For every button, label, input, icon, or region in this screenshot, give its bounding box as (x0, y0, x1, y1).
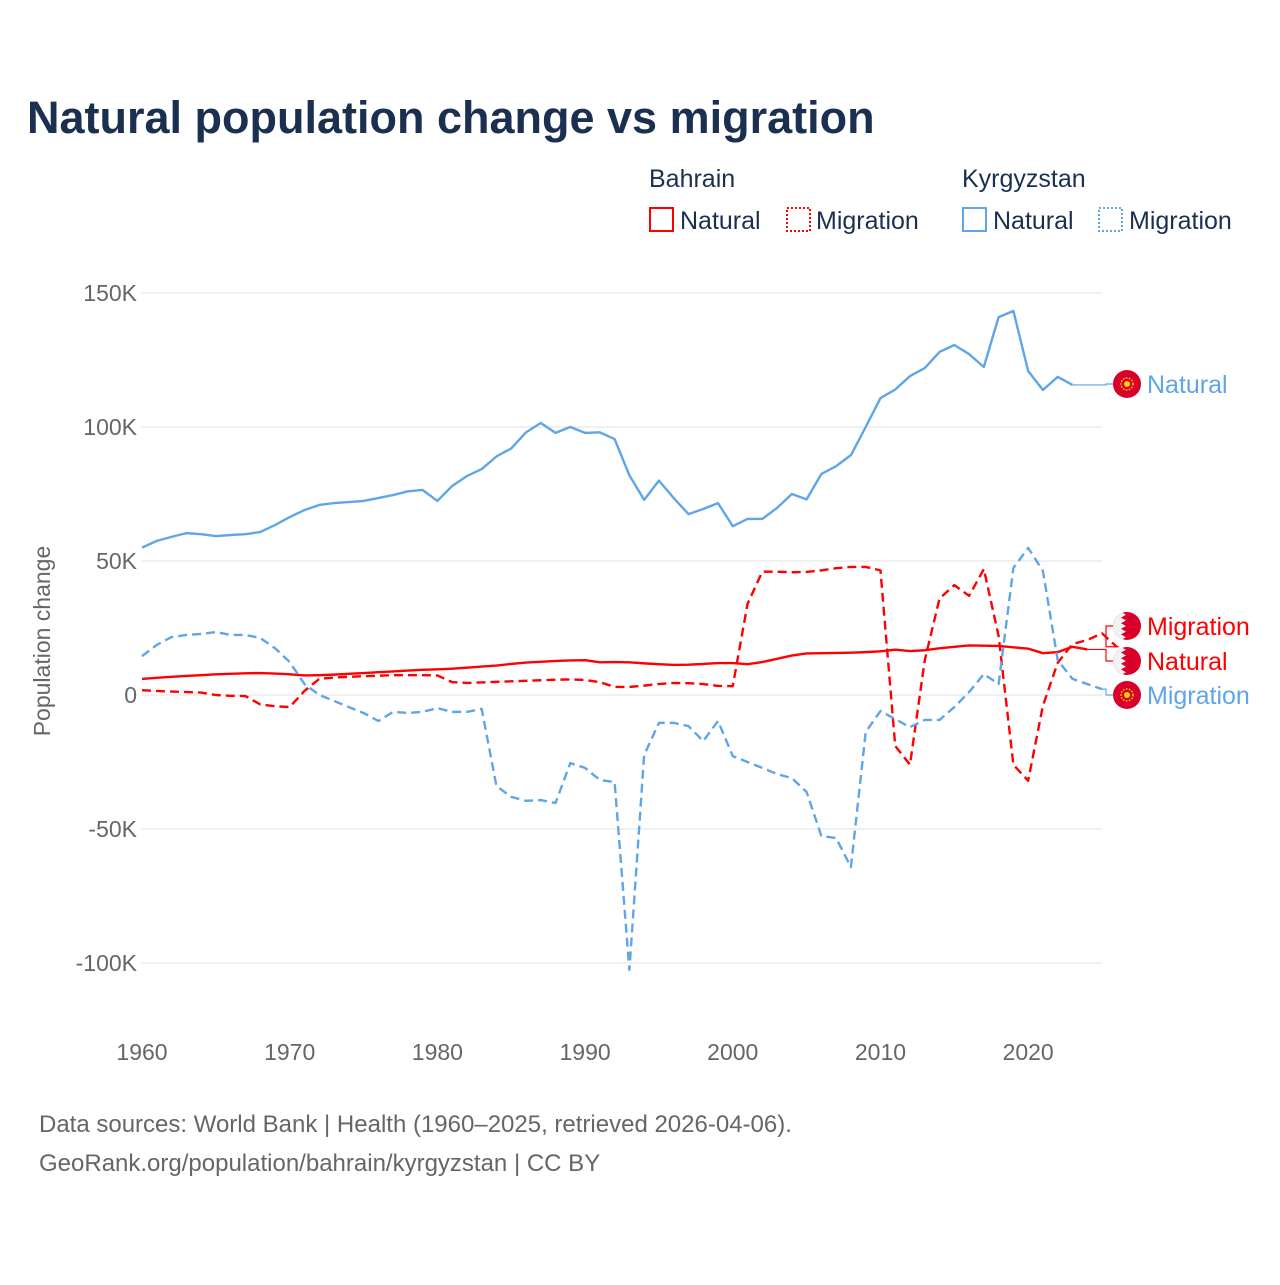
legend-item-bahrain-natural[interactable]: Natural (680, 207, 761, 235)
end-labels: Natural Migration Natural Migration (1072, 370, 1250, 710)
y-tick-label: 150K (83, 280, 137, 306)
end-label-kyrgyzstan-natural: Natural (1147, 371, 1228, 399)
y-tick-label: -100K (76, 950, 138, 976)
legend-group-bahrain: Bahrain (649, 165, 735, 193)
series-line-kyrgyzstan-migration (141, 546, 1103, 972)
gridlines (142, 292, 1102, 964)
y-axis-ticks: 150K 100K 50K 0 -50K -100K (76, 280, 138, 976)
chart-title: Natural population change vs migration (27, 92, 875, 143)
x-tick-label: 2010 (855, 1039, 906, 1065)
end-label-kyrgyzstan-migration: Migration (1147, 682, 1250, 710)
y-tick-label: 50K (96, 548, 138, 574)
series-line-bahrain-migration (141, 565, 1118, 782)
end-label-connector (1072, 383, 1114, 386)
x-axis-ticks: 1960 1970 1980 1990 2000 2010 2020 (116, 1039, 1053, 1065)
footer-attribution[interactable]: GeoRank.org/population/bahrain/kyrgyzsta… (39, 1150, 600, 1177)
legend-swatch-bahrain-natural (649, 207, 674, 232)
kyrgyzstan-flag-icon (1113, 370, 1141, 398)
legend-swatch-kyrgyzstan-natural (962, 207, 987, 232)
legend: Bahrain Natural Migration Kyrgyzstan Nat… (649, 165, 1232, 235)
kyrgyzstan-flag-icon (1113, 681, 1141, 709)
y-tick-label: 100K (83, 414, 137, 440)
x-tick-label: 2000 (707, 1039, 758, 1065)
y-axis-label: Population change (29, 546, 55, 737)
footer-sources: Data sources: World Bank | Health (1960–… (39, 1111, 792, 1138)
legend-item-kyrgyzstan-natural[interactable]: Natural (993, 207, 1074, 235)
series-lines (141, 309, 1118, 972)
end-label-bahrain-natural: Natural (1147, 648, 1228, 676)
legend-group-kyrgyzstan: Kyrgyzstan (962, 165, 1086, 193)
x-tick-label: 1990 (559, 1039, 610, 1065)
end-label-connector (1102, 688, 1114, 696)
end-label-connector (1105, 625, 1119, 648)
legend-item-bahrain-migration[interactable]: Migration (816, 207, 919, 235)
series-line-kyrgyzstan-natural (141, 309, 1074, 549)
x-tick-label: 2020 (1003, 1039, 1054, 1065)
y-tick-label: 0 (124, 682, 137, 708)
end-label-bahrain-migration: Migration (1147, 613, 1250, 641)
x-tick-label: 1960 (116, 1039, 167, 1065)
legend-swatch-kyrgyzstan-migration (1098, 207, 1123, 232)
x-tick-label: 1980 (412, 1039, 463, 1065)
series-line-bahrain-natural (141, 644, 1088, 681)
y-tick-label: -50K (88, 816, 137, 842)
legend-item-kyrgyzstan-migration[interactable]: Migration (1129, 207, 1232, 235)
bahrain-flag-icon (1113, 612, 1141, 640)
bahrain-flag-icon (1113, 647, 1141, 675)
end-label-connector (1087, 648, 1114, 662)
x-tick-label: 1970 (264, 1039, 315, 1065)
legend-swatch-bahrain-migration (786, 207, 811, 232)
